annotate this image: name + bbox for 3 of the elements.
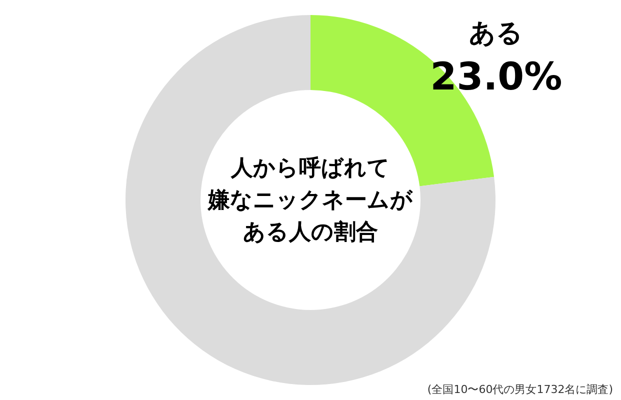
- slice-label: ある: [469, 18, 524, 49]
- text: 人から呼ばれて嫌なニックネームがある人の割合: [207, 156, 413, 245]
- text: (全国10〜60代の男女1732名に調査): [427, 383, 613, 396]
